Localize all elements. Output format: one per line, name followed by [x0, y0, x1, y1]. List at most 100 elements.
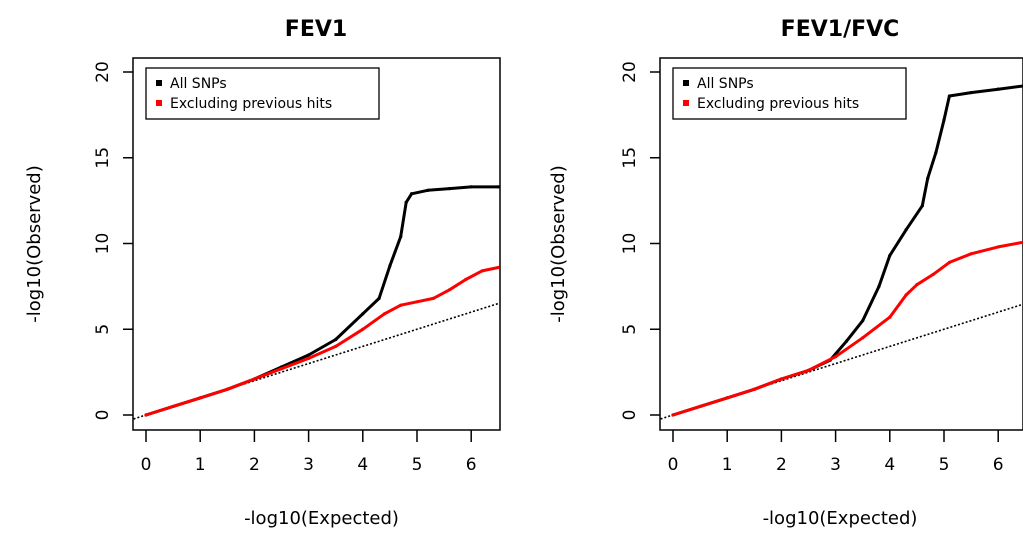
chart-panel-2: FEV1/FVC 0 5 10 15 20 0 1 2 3 4 5 6 -log10(Expected) -… [548, 17, 1023, 529]
legend-label: Excluding previous hits [170, 96, 332, 112]
series-excluding-previous-hits [671, 240, 1023, 417]
legend-box [145, 67, 380, 120]
data-point [361, 327, 365, 331]
data-point [171, 404, 175, 409]
data-point [844, 339, 849, 343]
x-tick-label: 3 [830, 455, 841, 475]
series-all-snps [144, 185, 500, 417]
x-tick-label: 2 [249, 455, 260, 475]
data-point [877, 284, 881, 288]
data-point [947, 94, 952, 98]
x-tick-label: 1 [195, 455, 206, 475]
data-point [399, 235, 403, 239]
data-point [480, 269, 484, 273]
legend-label: All SNPs [170, 76, 227, 92]
y-tick-label: 0 [620, 410, 640, 421]
y-tick-label: 20 [93, 61, 113, 83]
chart-title: FEV1/FVC [781, 17, 900, 42]
data-point [388, 264, 392, 268]
legend: All SNPs Excluding previous hits [145, 67, 380, 120]
y-axis-label: -log10(Observed) [548, 165, 569, 322]
data-point [931, 272, 935, 276]
data-point [469, 185, 473, 189]
data-point [915, 283, 919, 287]
series-line [144, 185, 500, 417]
data-point [861, 336, 865, 340]
data-point [920, 204, 924, 208]
legend-marker [156, 80, 162, 86]
plot-area [660, 84, 1023, 420]
x-axis-label: -log10(Expected) [244, 508, 399, 529]
x-tick-label: 6 [466, 455, 477, 475]
data-point [496, 185, 500, 189]
data-point [996, 245, 1000, 249]
x-tick-label: 0 [668, 455, 679, 475]
data-point [779, 377, 784, 381]
y-tick-label: 20 [620, 61, 640, 83]
data-point [447, 288, 452, 292]
x-tick-label: 5 [412, 455, 423, 475]
x-tick-label: 0 [141, 455, 152, 475]
plot-area [133, 185, 500, 420]
data-point [996, 87, 1000, 91]
data-point [752, 387, 756, 391]
series-excluding-previous-hits [144, 265, 500, 417]
data-point [225, 387, 229, 391]
series-line [671, 84, 1023, 417]
data-point [279, 367, 284, 371]
data-point [671, 413, 675, 417]
x-tick-label: 4 [884, 455, 895, 475]
data-point [382, 312, 387, 316]
data-point [464, 277, 468, 282]
y-tick-label: 0 [93, 410, 113, 421]
series-line [671, 240, 1023, 417]
y-tick-label: 15 [93, 147, 113, 169]
data-point [307, 353, 311, 357]
data-point [934, 151, 938, 155]
data-point [888, 253, 892, 258]
data-point [426, 188, 430, 192]
x-tick-label: 6 [993, 455, 1004, 475]
x-tick-label: 2 [776, 455, 787, 475]
data-point [404, 200, 408, 204]
legend: All SNPs Excluding previous hits [672, 67, 907, 120]
chart-panel-1: FEV1 0 5 10 15 20 0 1 2 3 4 5 6 -log10(Expected) -log1… [24, 17, 501, 529]
series-line [144, 266, 500, 417]
data-point [361, 312, 365, 316]
data-point [431, 296, 435, 300]
y-tick-label: 15 [620, 147, 640, 169]
data-point [415, 300, 419, 304]
data-point [409, 192, 414, 196]
data-point [861, 319, 865, 323]
y-tick-label: 5 [93, 324, 113, 335]
data-point [806, 368, 811, 373]
data-point [888, 315, 892, 319]
data-point [969, 90, 973, 95]
data-point [496, 265, 500, 270]
data-point [334, 344, 338, 348]
data-point [926, 176, 930, 180]
x-axis-label: -log10(Expected) [763, 508, 918, 529]
chart-title: FEV1 [285, 17, 347, 42]
data-point [942, 118, 946, 122]
data-point [698, 404, 702, 409]
y-tick-label: 5 [620, 324, 640, 335]
legend-label: All SNPs [697, 76, 754, 92]
y-tick-label: 10 [93, 233, 113, 255]
data-point [144, 413, 148, 417]
data-point [399, 303, 403, 307]
x-tick-label: 4 [357, 455, 368, 475]
legend-marker [156, 100, 162, 106]
legend-marker [683, 80, 689, 86]
data-point [834, 355, 838, 359]
data-point [198, 396, 202, 400]
legend-label: Excluding previous hits [697, 96, 859, 112]
data-point [307, 356, 311, 361]
y-axis-label: -log10(Observed) [24, 165, 45, 322]
x-tick-label: 5 [939, 455, 950, 475]
data-point [334, 337, 338, 342]
data-point [377, 296, 381, 300]
legend-marker [683, 100, 689, 106]
y-tick-label: 10 [620, 233, 640, 255]
